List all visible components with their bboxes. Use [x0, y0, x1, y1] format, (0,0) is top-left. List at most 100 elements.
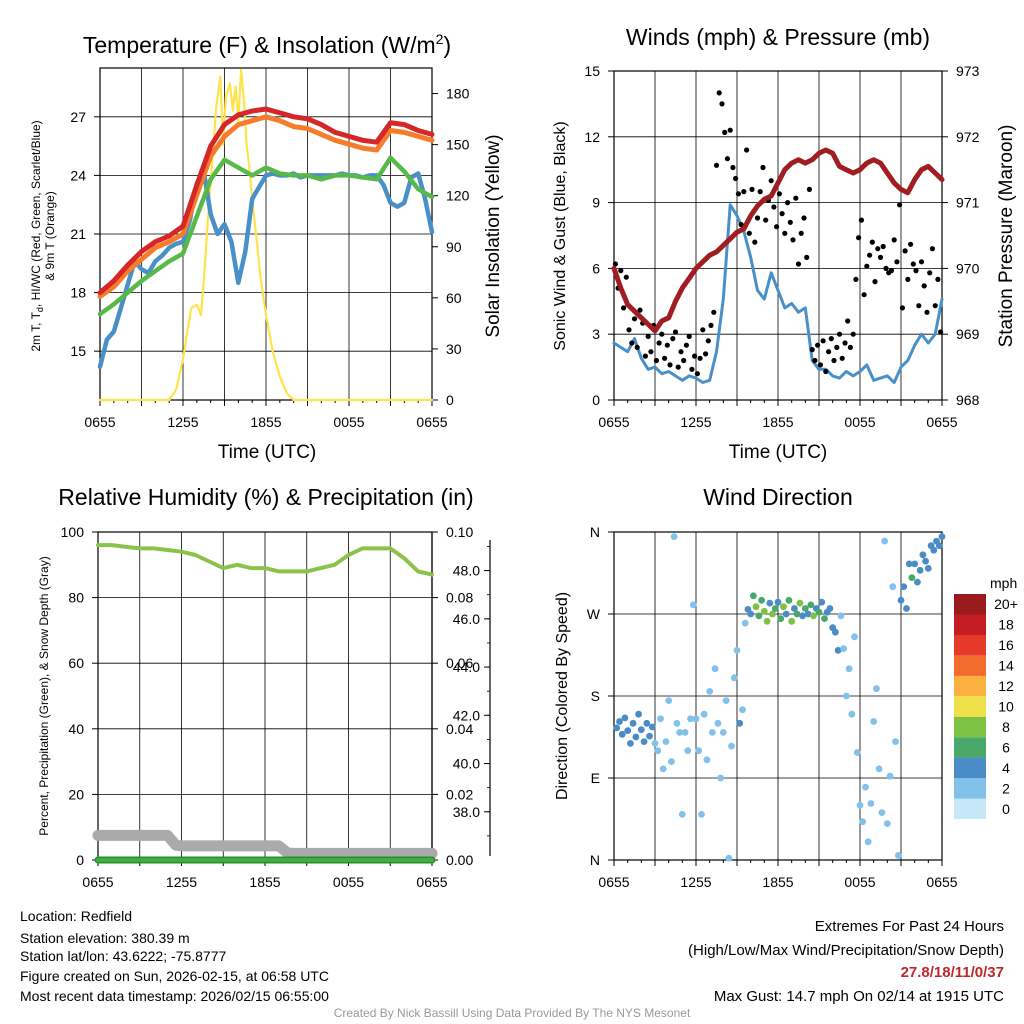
gust-point [648, 349, 654, 355]
gust-point [782, 230, 788, 236]
colorbar-label: 16 [998, 637, 1014, 653]
wind-direction-point [848, 710, 856, 718]
wind-direction-point [930, 546, 938, 554]
gust-point [831, 357, 837, 364]
winds-right-tick-label: 968 [956, 392, 980, 408]
winds-ytick-label: 0 [592, 392, 600, 408]
rh-ytick-label: 60 [68, 655, 84, 671]
gust-point [785, 200, 791, 206]
wdir-ytick-label: W [587, 606, 601, 622]
wind-direction-point [673, 719, 681, 727]
gust-point [711, 309, 717, 315]
gust-point [776, 191, 783, 197]
colorbar-swatch [954, 778, 986, 799]
winds-title: Winds (mph) & Pressure (mb) [626, 24, 930, 50]
wind-direction-point [832, 628, 839, 636]
wind-direction-title: Wind Direction [703, 484, 853, 510]
wind-direction-point [627, 740, 634, 747]
wind-direction-point [889, 583, 897, 591]
snow-depth-tick-label: 46.0 [453, 611, 480, 627]
wind-direction-point [774, 598, 782, 606]
wind-direction-point [637, 726, 645, 734]
wind-direction-point [935, 542, 943, 550]
rh-axes: 0655 1255 1855 0055 0655 0 20 40 60 80 100 [61, 524, 448, 890]
gust-point [683, 342, 690, 348]
winds-ytick-label: 9 [592, 195, 600, 211]
wind-direction-point [807, 601, 815, 609]
gust-point [809, 347, 815, 353]
gust-point [689, 366, 695, 372]
wind-direction-point [911, 560, 919, 568]
gust-point [730, 164, 736, 171]
gust-point [839, 355, 845, 361]
gust-point [631, 316, 638, 322]
gust-point [828, 336, 834, 342]
colorbar-swatch [954, 696, 986, 717]
winds-right-tick-label: 973 [956, 63, 980, 79]
humidity-ylabel: Percent, Precipitation (Green), & Snow D… [37, 556, 51, 835]
colorbar-swatch [954, 614, 986, 635]
wind-direction-point [643, 719, 651, 727]
wind-direction-point [862, 783, 869, 791]
wind-direction-point [659, 765, 667, 773]
wind-direction-point [640, 738, 648, 745]
gust-point [858, 217, 865, 223]
gust-point [719, 101, 725, 107]
wind-direction-point [681, 729, 689, 736]
wdir-ytick-label: N [590, 852, 600, 868]
gust-point [880, 243, 886, 250]
gust-point [875, 246, 881, 252]
wind-direction-point [632, 733, 640, 741]
temp-xtick-label: 0655 [416, 414, 447, 430]
wind-direction-point [747, 610, 755, 618]
wdir-xtick-label: 0655 [598, 874, 629, 890]
gust-point [672, 329, 679, 335]
gust-point [801, 215, 807, 221]
gust-point [629, 340, 635, 346]
gust-point [779, 211, 785, 217]
humidity-title: Relative Humidity (%) & Precipitation (i… [58, 484, 473, 510]
wind-direction-point [719, 729, 727, 736]
wind-direction-point [791, 605, 798, 612]
colorbar-swatch [954, 716, 986, 738]
gust-point [877, 254, 884, 260]
winds-ytick-label: 6 [592, 260, 600, 276]
insolation-ylabel: Solar Insolation (Yellow) [483, 134, 504, 337]
wind-direction-point [752, 603, 760, 611]
precip-right-tick-label: 0.00 [446, 852, 473, 868]
footer-elevation: Station elevation: 380.39 m [20, 930, 190, 946]
temp-right-tick-label: 0 [446, 392, 454, 408]
wind-direction-point [897, 596, 905, 604]
wind-direction-point [730, 674, 738, 682]
colorbar-label: 14 [998, 658, 1014, 674]
wind-direction-point [651, 740, 659, 747]
winds-right-tick-label: 969 [956, 326, 980, 342]
gust-point [708, 322, 714, 328]
temp-ytick-label: 24 [70, 167, 86, 183]
wind-direction-point [621, 714, 629, 722]
speed-colorbar: 0 2 4 6 8 10 12 14 16 18 20+ [954, 594, 1018, 819]
gust-point [804, 254, 810, 260]
pressure-ylabel: Station Pressure (Maroon) [996, 125, 1017, 348]
winds-right-tick-label: 970 [956, 260, 980, 276]
credit-line: Created By Nick Bassill Using Data Provi… [333, 1006, 691, 1020]
wind-direction-point [842, 692, 850, 700]
wind-direction-point [867, 800, 875, 807]
gust-point [686, 333, 692, 339]
gust-point [847, 344, 854, 350]
gust-point [913, 268, 919, 274]
gust-point [703, 351, 709, 357]
temp-series [97, 68, 435, 402]
winds-right-tick-label: 971 [956, 195, 980, 211]
wdir-points [613, 533, 946, 862]
gust-point [749, 186, 755, 192]
wind-direction-point [687, 715, 694, 723]
gust-point [618, 268, 624, 274]
colorbar-swatch [954, 634, 986, 656]
gust-point [697, 355, 703, 361]
temp-right-tick-label: 30 [446, 341, 462, 357]
wind-direction-point [771, 605, 779, 612]
colorbar-label: 2 [1002, 780, 1010, 796]
gust-point [905, 276, 911, 282]
wind-direction-point [875, 765, 883, 773]
